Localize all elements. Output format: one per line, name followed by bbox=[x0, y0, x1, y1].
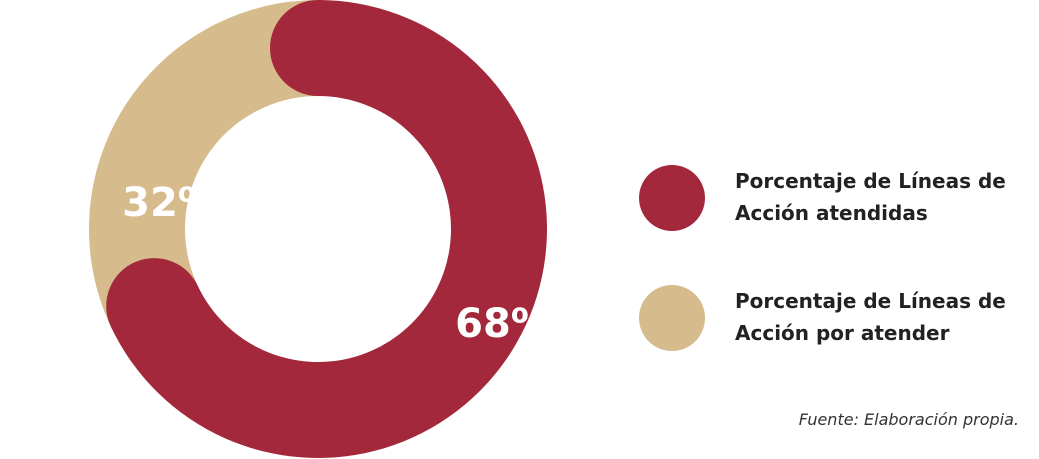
legend-label: Porcentaje de Líneas de Acción atendidas bbox=[735, 169, 1006, 225]
legend-label: Porcentaje de Líneas de Acción por atend… bbox=[735, 289, 1006, 345]
legend-swatch bbox=[639, 165, 705, 231]
pie-slice bbox=[110, 0, 547, 458]
legend-swatch bbox=[639, 285, 705, 351]
source-note: Fuente: Elaboración propia. bbox=[798, 410, 1019, 429]
pie-slice bbox=[88, 0, 318, 327]
value-label: 32% bbox=[122, 180, 218, 226]
value-label: 68% bbox=[455, 301, 551, 347]
slice-cap bbox=[270, 0, 366, 96]
slice-cap bbox=[106, 258, 203, 355]
